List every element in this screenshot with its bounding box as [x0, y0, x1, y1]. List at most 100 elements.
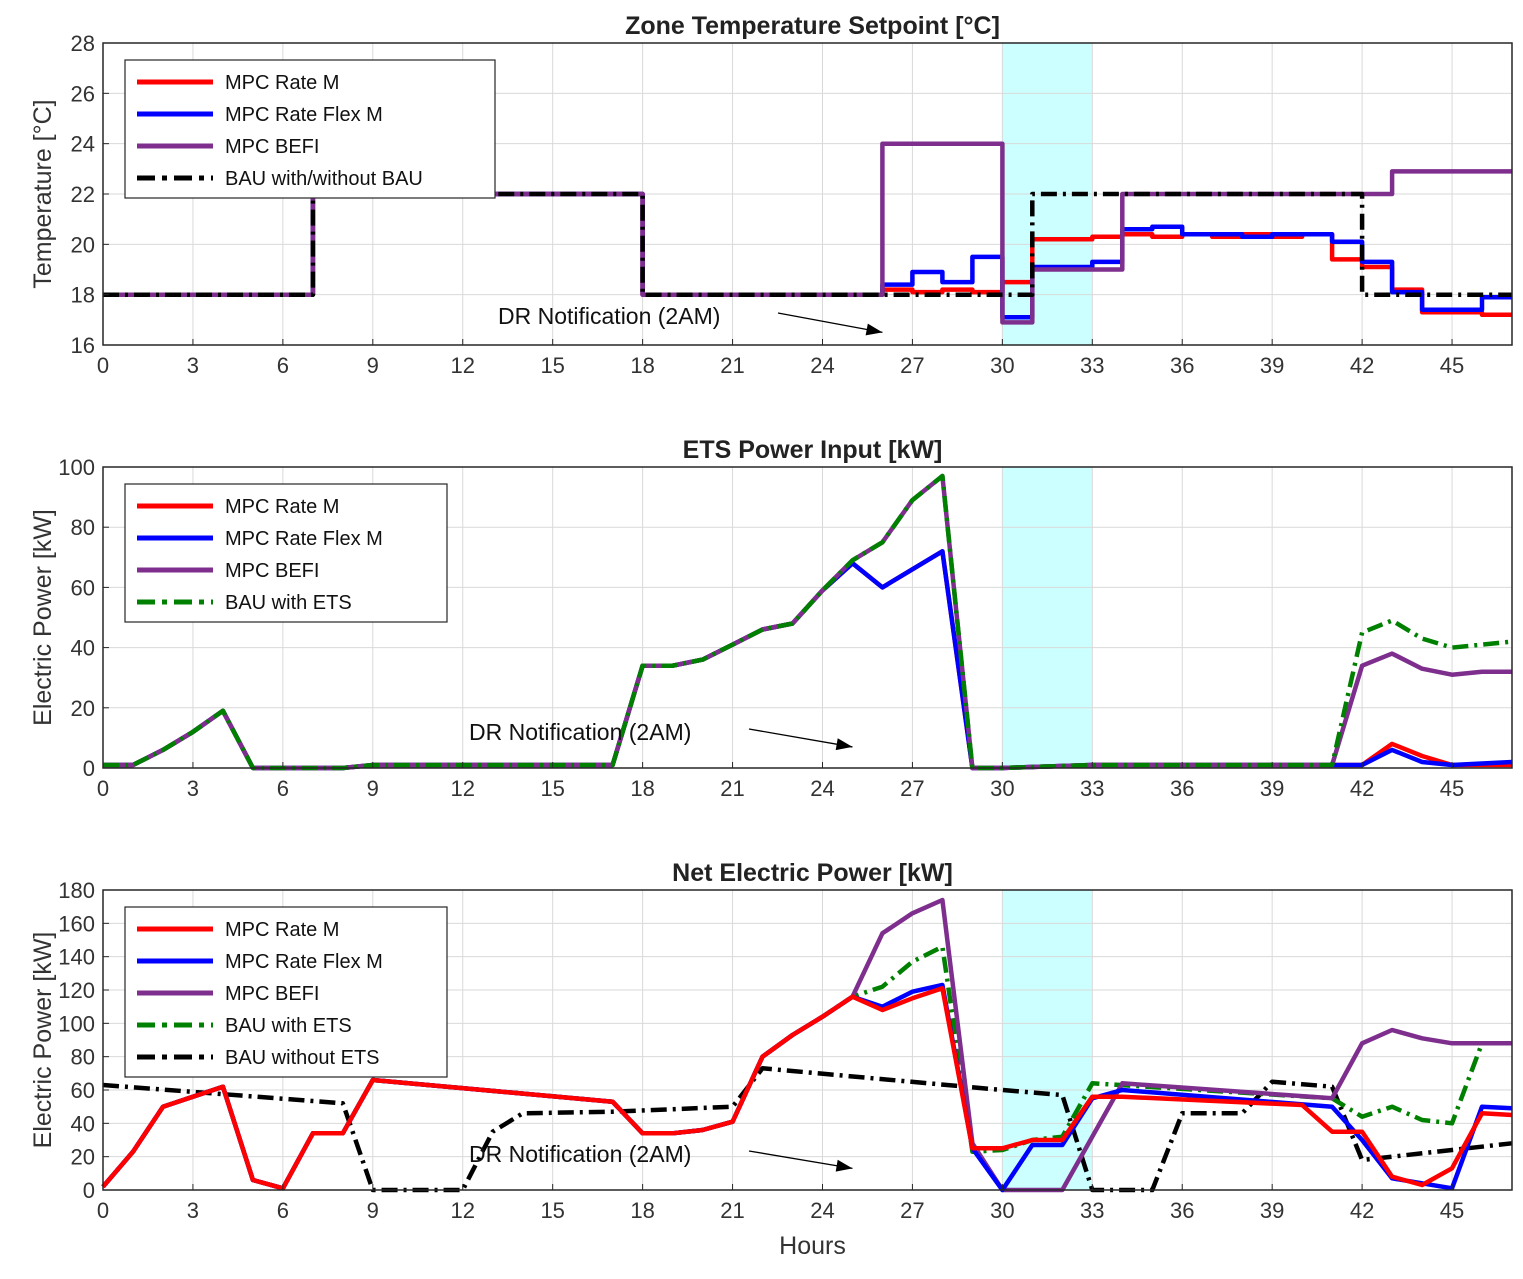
legend-label: MPC Rate M [225, 496, 339, 518]
annotation-arrowhead [865, 323, 883, 336]
y-axis-label: Electric Power [kW] [29, 932, 57, 1149]
legend: MPC Rate M MPC Rate Flex M MPC BEFI BAU wit… [124, 906, 448, 1078]
annotation-arrow-line [748, 728, 853, 748]
annotation-arrow-line [748, 1150, 853, 1169]
x-tick-label: 21 [720, 353, 744, 378]
y-tick-label: 40 [71, 636, 95, 661]
x-tick-label: 6 [277, 353, 289, 378]
x-tick-label: 18 [630, 353, 654, 378]
chart-1: 0 3 6 9 12 15 18 21 24 27 30 33 36 39 42 45161820222426… [29, 12, 1513, 378]
x-tick-label: 36 [1170, 353, 1194, 378]
annotation-text: DR Notification (2AM) [469, 1141, 691, 1167]
legend-label: BAU without ETS [225, 1047, 380, 1069]
legend-label: MPC Rate Flex M [225, 104, 383, 126]
x-tick-label: 30 [990, 353, 1014, 378]
y-axis-label: Electric Power [kW] [29, 509, 57, 726]
series-line-mpc-rate-m [101, 986, 1513, 1191]
series-line-bau-with-without-bau [103, 191, 1512, 297]
x-tick-label: 12 [451, 776, 475, 801]
x-tick-label: 33 [1080, 776, 1104, 801]
y-tick-label: 20 [71, 1145, 95, 1170]
chart-title: Net Electric Power [kW] [672, 859, 953, 887]
y-axis-label: Temperature [°C] [29, 99, 57, 288]
series-line-bau-with-ets [103, 473, 1513, 771]
annotation-text: DR Notification (2AM) [469, 719, 691, 745]
series-line-mpc-rate-m [103, 191, 1512, 318]
y-tick-label: 120 [58, 978, 95, 1003]
x-tick-label: 12 [451, 353, 475, 378]
annotation-text: DR Notification (2AM) [498, 303, 720, 329]
x-tick-label: 15 [540, 353, 564, 378]
x-tick-label: 33 [1080, 353, 1104, 378]
x-tick-label: 3 [187, 353, 199, 378]
x-tick-label: 0 [97, 1198, 109, 1223]
x-tick-label: 18 [630, 776, 654, 801]
annotation-arrowhead [835, 1159, 853, 1172]
x-tick-label: 30 [990, 1198, 1014, 1223]
annotation-arrow-line [777, 312, 883, 334]
x-tick-label: 0 [97, 776, 109, 801]
x-tick-label: 21 [720, 776, 744, 801]
legend-label: MPC BEFI [225, 136, 319, 158]
y-tick-label: 80 [71, 515, 95, 540]
x-tick-label: 9 [367, 776, 379, 801]
x-tick-label: 24 [810, 1198, 834, 1223]
x-tick-label: 6 [277, 776, 289, 801]
y-tick-label: 0 [83, 756, 95, 781]
x-tick-label: 45 [1440, 776, 1464, 801]
x-tick-label: 45 [1440, 1198, 1464, 1223]
y-tick-label: 100 [58, 455, 95, 480]
y-tick-label: 100 [58, 1011, 95, 1036]
chart-3: 0 3 6 9 12 15 18 21 24 27 30 33 36 39 42 45020406080100… [29, 859, 1513, 1260]
y-tick-label: 180 [58, 878, 95, 903]
x-tick-label: 24 [810, 353, 834, 378]
legend: MPC Rate M MPC Rate Flex M MPC BEFI BAU wit… [124, 59, 496, 199]
y-tick-label: 0 [83, 1178, 95, 1203]
x-tick-label: 12 [451, 1198, 475, 1223]
x-tick-label: 36 [1170, 1198, 1194, 1223]
series-line-mpc-befi [103, 141, 1512, 325]
x-axis-label: Hours [779, 1232, 846, 1260]
legend-label: BAU with/without BAU [225, 168, 423, 190]
annotation-arrowhead [835, 738, 853, 751]
axes-box [102, 466, 1513, 769]
x-tick-label: 3 [187, 776, 199, 801]
x-tick-label: 39 [1260, 353, 1284, 378]
y-tick-label: 20 [71, 696, 95, 721]
x-tick-label: 27 [900, 776, 924, 801]
dr-notification-annotation: DR Notification (2AM) [469, 719, 853, 751]
x-tick-label: 9 [367, 353, 379, 378]
x-tick-label: 15 [540, 776, 564, 801]
legend-label: MPC BEFI [225, 560, 319, 582]
x-tick-label: 39 [1260, 776, 1284, 801]
legend-label: MPC Rate Flex M [225, 951, 383, 973]
x-tick-label: 6 [277, 1198, 289, 1223]
y-tick-label: 18 [71, 283, 95, 308]
chart-title: Zone Temperature Setpoint [°C] [625, 12, 1000, 40]
dr-notification-annotation: DR Notification (2AM) [469, 1141, 853, 1172]
y-tick-label: 16 [71, 333, 95, 358]
axes-box [102, 889, 1513, 1191]
y-tick-label: 60 [71, 1078, 95, 1103]
series-line-mpc-rate-flex-m [103, 191, 1512, 320]
y-tick-label: 60 [71, 575, 95, 600]
x-tick-label: 42 [1350, 776, 1374, 801]
legend-label: MPC Rate M [225, 919, 339, 941]
x-tick-label: 30 [990, 776, 1014, 801]
chart-title: ETS Power Input [kW] [683, 436, 943, 464]
x-tick-label: 42 [1350, 353, 1374, 378]
x-tick-label: 18 [630, 1198, 654, 1223]
y-tick-label: 20 [71, 232, 95, 257]
x-tick-label: 27 [900, 353, 924, 378]
legend: MPC Rate M MPC Rate Flex M MPC BEFI BAU wit… [124, 483, 448, 623]
series-line-bau-without-ets [102, 1066, 1513, 1193]
legend-label: MPC Rate Flex M [225, 528, 383, 550]
dr-notification-annotation: DR Notification (2AM) [498, 303, 883, 336]
x-tick-label: 24 [810, 776, 834, 801]
x-tick-label: 0 [97, 353, 109, 378]
y-tick-label: 28 [71, 31, 95, 56]
legend-label: BAU with ETS [225, 592, 352, 614]
x-tick-label: 3 [187, 1198, 199, 1223]
x-tick-label: 21 [720, 1198, 744, 1223]
